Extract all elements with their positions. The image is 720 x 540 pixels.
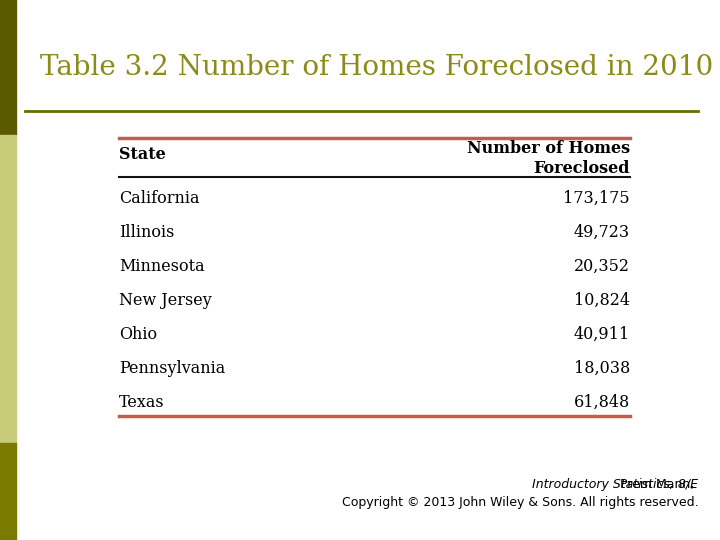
Text: 18,038: 18,038 [574, 360, 630, 377]
Text: Number of Homes: Number of Homes [467, 140, 630, 157]
Text: Table 3.2 Number of Homes Foreclosed in 2010: Table 3.2 Number of Homes Foreclosed in … [40, 54, 713, 81]
Text: Pennsylvania: Pennsylvania [119, 360, 225, 377]
Text: 49,723: 49,723 [574, 224, 630, 241]
Text: Foreclosed: Foreclosed [534, 160, 630, 177]
Text: Copyright © 2013 John Wiley & Sons. All rights reserved.: Copyright © 2013 John Wiley & Sons. All … [342, 496, 698, 509]
Text: State: State [119, 146, 166, 163]
Text: Ohio: Ohio [119, 326, 157, 343]
Text: Introductory Statistics, 8/E: Introductory Statistics, 8/E [488, 478, 698, 491]
Text: Texas: Texas [119, 394, 164, 411]
Text: 40,911: 40,911 [574, 326, 630, 343]
Text: 173,175: 173,175 [563, 190, 630, 207]
Text: Illinois: Illinois [119, 224, 174, 241]
Text: 61,848: 61,848 [574, 394, 630, 411]
Text: 20,352: 20,352 [574, 258, 630, 275]
Text: Prem Mann,: Prem Mann, [620, 478, 698, 491]
Text: California: California [119, 190, 199, 207]
Text: New Jersey: New Jersey [119, 292, 212, 309]
Text: 10,824: 10,824 [574, 292, 630, 309]
Text: Minnesota: Minnesota [119, 258, 204, 275]
